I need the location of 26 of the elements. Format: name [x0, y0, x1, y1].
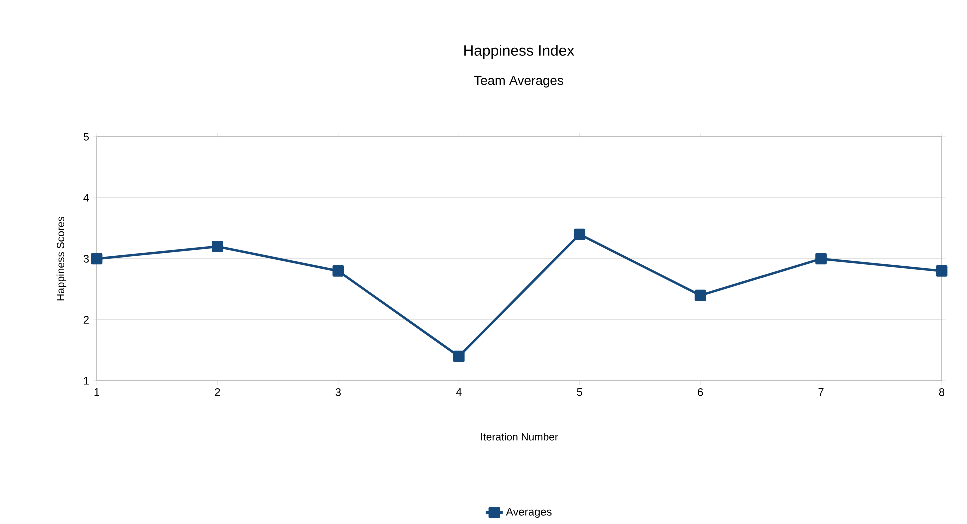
x-tick-label: 4 [456, 388, 462, 396]
point [936, 266, 948, 277]
y-tick-label: 5 [84, 133, 90, 141]
point [212, 241, 224, 252]
y-tick-label: 4 [84, 194, 90, 202]
legend-label: Averages [506, 508, 552, 518]
x-tick-label: 2 [215, 388, 220, 396]
x-tick-label: 5 [577, 388, 582, 396]
y-tick-label: 2 [84, 316, 89, 324]
chart-subtitle: Team Averages [474, 76, 564, 88]
x-axis-title: Iteration Number [482, 433, 558, 441]
x-tick-label: 1 [94, 388, 100, 396]
x-tick-label: 6 [698, 388, 704, 396]
point [91, 253, 103, 265]
x-tick-label: 8 [939, 388, 945, 396]
y-tick-label: 3 [84, 255, 90, 263]
x-tick-label: 7 [818, 388, 824, 396]
point [816, 253, 827, 265]
point [574, 228, 586, 240]
chart-title: Happiness Index [464, 45, 574, 59]
y-tick-label: 1 [84, 377, 89, 385]
x-tick-label: 3 [336, 388, 341, 396]
point [332, 266, 344, 277]
point [694, 290, 706, 302]
y-axis-title: Happiness Scores [56, 216, 67, 301]
point [453, 350, 465, 362]
